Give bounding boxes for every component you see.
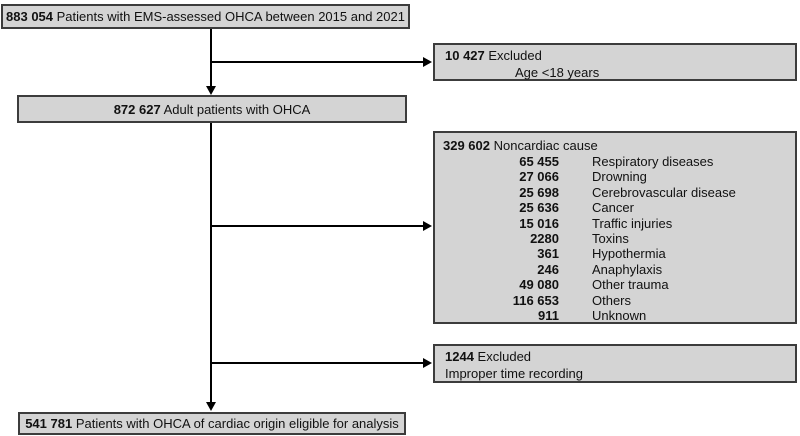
excluded-age-label: Excluded: [488, 48, 542, 63]
noncardiac-item-count: 246: [537, 261, 559, 277]
excluded-time-detail: Improper time recording: [445, 366, 583, 381]
noncardiac-item-row: 25 636 Cancer: [435, 200, 795, 215]
noncardiac-item-row: 361 Hypothermia: [435, 246, 795, 261]
excluded-time-label: Excluded: [477, 349, 532, 364]
noncardiac-item-count: 2280: [530, 231, 559, 247]
noncardiac-item-list: 65 455 Respiratory diseases 27 066 Drown…: [435, 154, 795, 323]
noncardiac-item-count: 15 016: [519, 215, 559, 231]
box-eligible-analysis: 541 781 Patients with OHCA of cardiac or…: [18, 412, 406, 435]
noncardiac-item-label: Other trauma: [592, 277, 669, 293]
connector-to-noncardiac: [211, 225, 424, 227]
box-adult-patients-text: 872 627 Adult patients with OHCA: [114, 101, 311, 118]
noncardiac-item-label: Hypothermia: [592, 246, 666, 262]
box-noncardiac-cause: 329 602 Noncardiac cause 65 455 Respirat…: [433, 131, 797, 324]
noncardiac-item-row: 246 Anaphylaxis: [435, 262, 795, 277]
noncardiac-item-count: 65 455: [519, 154, 559, 169]
connector-adult-to-eligible: [210, 123, 212, 402]
noncardiac-item-label: Others: [592, 292, 632, 308]
arrowhead-right-excluded-age-icon: [423, 57, 432, 67]
noncardiac-item-label: Anaphylaxis: [592, 261, 663, 277]
connector-to-excluded-age: [211, 61, 424, 63]
noncardiac-item-count: 361: [537, 246, 559, 262]
noncardiac-item-count: 25 636: [519, 200, 559, 216]
excluded-time-count: 1244: [445, 349, 474, 364]
connector-ems-to-adult: [210, 29, 212, 86]
noncardiac-item-count: 25 698: [519, 184, 559, 200]
noncardiac-item-row: 116 653 Others: [435, 293, 795, 308]
arrowhead-down-eligible-icon: [206, 402, 216, 411]
ems-label: Patients with EMS-assessed OHCA between …: [56, 9, 405, 24]
adult-count: 872 627: [113, 101, 161, 117]
excluded-age-detail: Age <18 years: [515, 65, 600, 80]
noncardiac-item-row: 15 016 Traffic injuries: [435, 216, 795, 231]
noncardiac-item-count: 116 653: [512, 292, 559, 308]
noncardiac-title: 329 602 Noncardiac cause: [435, 138, 795, 154]
noncardiac-item-label: Toxins: [592, 231, 629, 247]
noncardiac-item-row: 27 066 Drowning: [435, 169, 795, 184]
noncardiac-item-count: 49 080: [519, 277, 559, 293]
noncardiac-item-label: Unknown: [592, 308, 647, 324]
box-excluded-age: 10 427 Excluded Age <18 years: [433, 43, 797, 81]
noncardiac-item-label: Traffic injuries: [592, 215, 673, 231]
ems-count: 883 054: [6, 9, 54, 24]
arrowhead-down-adult-icon: [206, 86, 216, 95]
noncardiac-count: 329 602: [443, 138, 490, 153]
noncardiac-item-label: Cerebrovascular disease: [592, 184, 736, 200]
noncardiac-item-row: 49 080 Other trauma: [435, 277, 795, 292]
excluded-time-line1: 1244 Excluded: [435, 348, 795, 365]
noncardiac-item-label: Cancer: [592, 200, 634, 216]
noncardiac-item-row: 65 455 Respiratory diseases: [435, 154, 795, 169]
arrowhead-right-excluded-time-icon: [423, 358, 432, 368]
connector-to-excluded-time: [211, 362, 424, 364]
eligible-count: 541 781: [25, 416, 73, 431]
eligible-label: Patients with OHCA of cardiac origin eli…: [75, 416, 399, 431]
box-excluded-time: 1244 Excluded Improper time recording: [433, 344, 797, 383]
noncardiac-item-row: 911 Unknown: [435, 308, 795, 323]
adult-label: Adult patients with OHCA: [163, 101, 311, 117]
box-eligible-analysis-text: 541 781 Patients with OHCA of cardiac or…: [25, 415, 399, 432]
noncardiac-item-label: Drowning: [592, 169, 647, 185]
excluded-age-count: 10 427: [445, 48, 485, 63]
noncardiac-label: Noncardiac cause: [493, 138, 598, 153]
noncardiac-item-row: 25 698 Cerebrovascular disease: [435, 185, 795, 200]
box-adult-patients: 872 627 Adult patients with OHCA: [17, 95, 407, 123]
arrowhead-right-noncardiac-icon: [423, 221, 432, 231]
box-ems-assessed: 883 054 Patients with EMS-assessed OHCA …: [1, 4, 410, 29]
box-ems-assessed-text: 883 054 Patients with EMS-assessed OHCA …: [6, 8, 405, 25]
noncardiac-item-count: 911: [538, 308, 559, 324]
excluded-age-line1: 10 427 Excluded: [435, 47, 795, 64]
noncardiac-item-label: Respiratory diseases: [592, 154, 714, 169]
noncardiac-item-row: 2280 Toxins: [435, 231, 795, 246]
noncardiac-item-count: 27 066: [519, 169, 559, 185]
